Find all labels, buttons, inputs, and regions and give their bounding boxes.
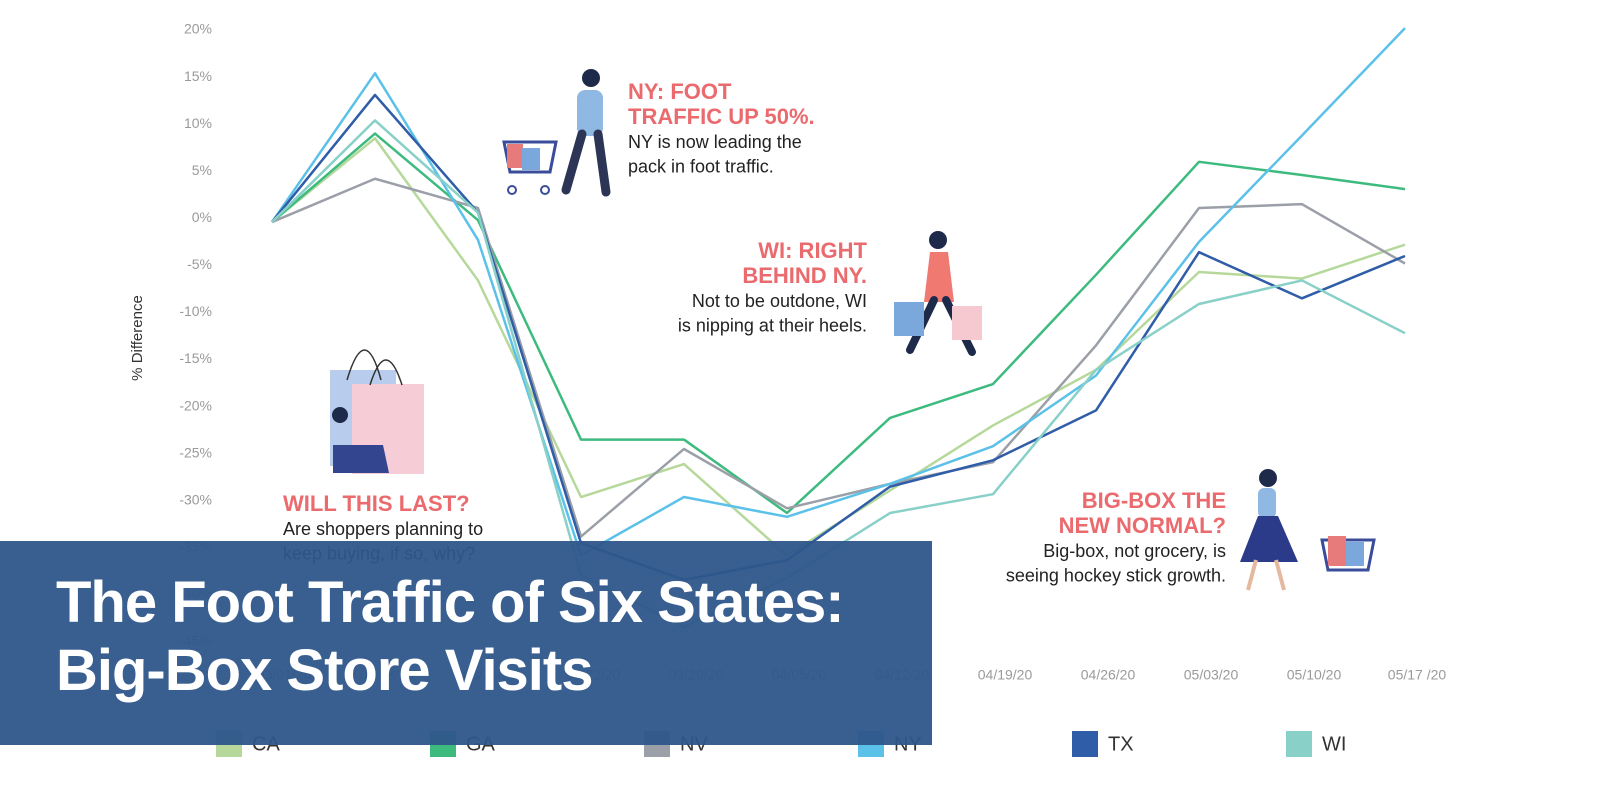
x-tick-label: 04/19/20 — [978, 667, 1033, 683]
series-line — [271, 132, 1406, 515]
y-tick-label: -5% — [187, 256, 212, 272]
annotation-text: Big-box, not grocery, is — [1043, 541, 1226, 561]
y-tick-label: 15% — [184, 68, 212, 84]
y-tick-label: -20% — [179, 397, 212, 413]
y-tick-label: 20% — [184, 21, 212, 37]
legend-label: TX — [1108, 733, 1134, 755]
y-tick-label: 10% — [184, 115, 212, 131]
illustration-bigbox — [1240, 469, 1376, 591]
y-tick-label: -30% — [179, 491, 212, 507]
x-tick-label: 05/17 /20 — [1388, 667, 1447, 683]
y-tick-label: -15% — [179, 350, 212, 366]
annotation-text: Are shoppers planning to — [283, 519, 483, 539]
series-line — [270, 27, 1406, 557]
y-tick-label: 5% — [192, 162, 212, 178]
series-line — [271, 177, 1406, 538]
annotation-text: NY is now leading the — [628, 132, 802, 152]
title-banner: The Foot Traffic of Six States: Big-Box … — [0, 541, 932, 745]
chart-title: The Foot Traffic of Six States: Big-Box … — [56, 570, 845, 703]
illustration-will — [330, 349, 424, 474]
illustration-ny — [502, 69, 611, 197]
y-tick-label: 0% — [192, 209, 212, 225]
annotation-text: Not to be outdone, WI — [692, 291, 867, 311]
annotation-text: is nipping at their heels. — [678, 315, 867, 335]
x-tick-label: 04/26/20 — [1081, 667, 1136, 683]
legend-swatch — [1072, 731, 1098, 757]
annotation-heading: WILL THIS LAST? — [283, 491, 470, 516]
illustration-wi — [894, 231, 982, 356]
annotation-heading: BIG-BOX THE — [1082, 488, 1226, 513]
annotation-text: pack in foot traffic. — [628, 156, 774, 176]
x-tick-label: 05/03/20 — [1184, 667, 1239, 683]
annotation-text: seeing hockey stick growth. — [1006, 565, 1226, 585]
annotation-heading: WI: RIGHT — [758, 238, 867, 263]
y-tick-label: -10% — [179, 303, 212, 319]
annotation-heading: TRAFFIC UP 50%. — [628, 104, 815, 129]
annotation-heading: BEHIND NY. — [742, 263, 867, 288]
legend-label: WI — [1322, 733, 1346, 755]
legend-swatch — [1286, 731, 1312, 757]
series-line — [271, 93, 1406, 582]
annotation-heading: NY: FOOT — [628, 79, 732, 104]
y-tick-label: -25% — [179, 444, 212, 460]
annotation-heading: NEW NORMAL? — [1059, 513, 1226, 538]
y-axis-label: % Difference — [129, 295, 146, 381]
x-tick-label: 05/10/20 — [1287, 667, 1342, 683]
